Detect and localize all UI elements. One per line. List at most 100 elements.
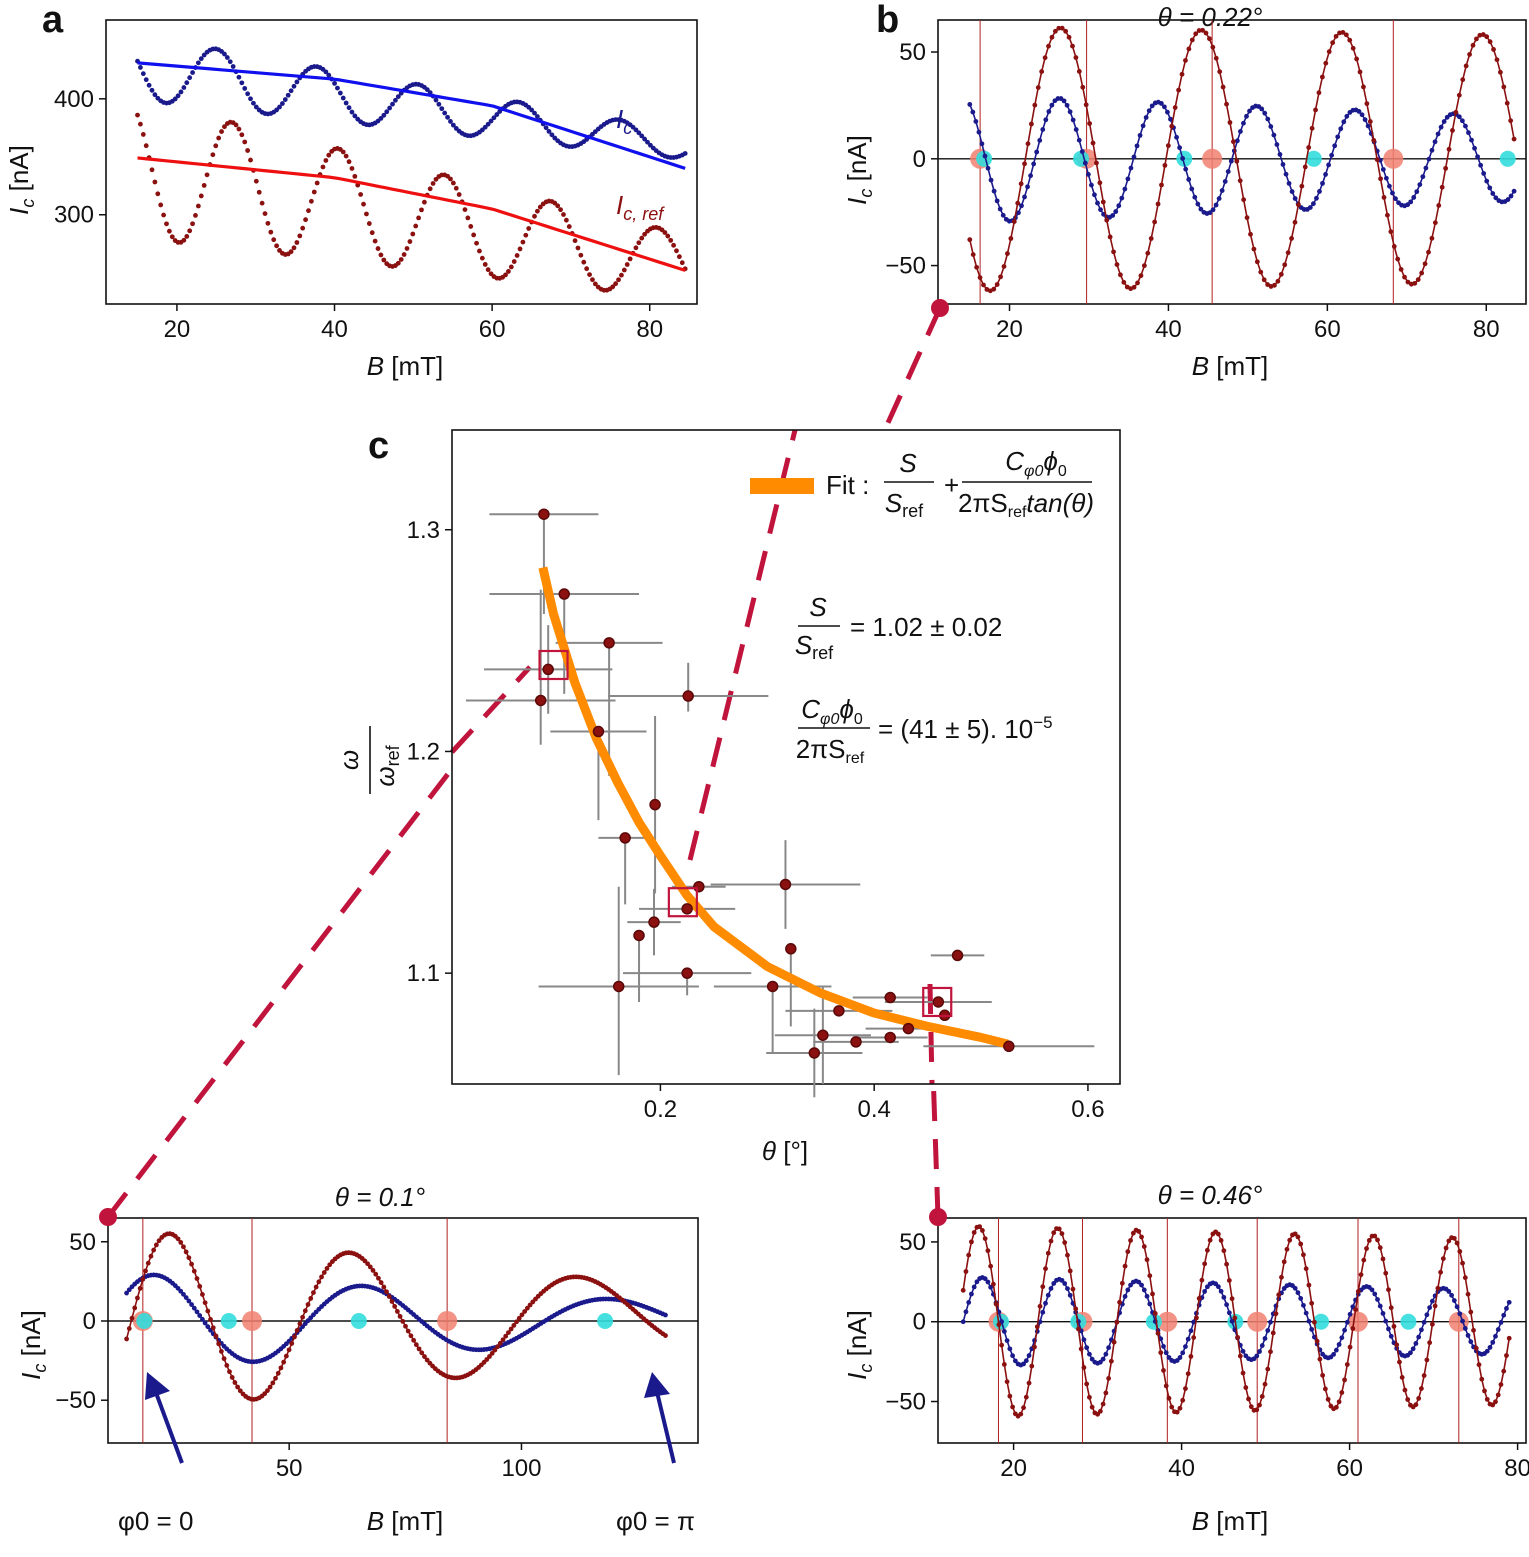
data-point bbox=[1097, 1359, 1103, 1365]
data-point bbox=[1438, 124, 1444, 130]
fit-curve bbox=[538, 566, 1009, 1049]
data-point bbox=[1497, 69, 1503, 75]
data-point bbox=[1390, 190, 1395, 196]
data-point bbox=[158, 202, 164, 208]
data-point bbox=[1035, 85, 1041, 90]
data-point bbox=[1183, 1386, 1188, 1391]
data-point bbox=[1439, 184, 1445, 190]
data-point bbox=[636, 130, 642, 136]
data-point bbox=[998, 274, 1003, 280]
data-point bbox=[1388, 1333, 1394, 1339]
data-point bbox=[1471, 1327, 1476, 1333]
data-point bbox=[184, 233, 190, 239]
data-point bbox=[981, 282, 986, 288]
data-point bbox=[1189, 186, 1195, 192]
data-point bbox=[960, 1319, 966, 1325]
data-point bbox=[1285, 250, 1291, 256]
data-point bbox=[985, 1248, 991, 1254]
data-point bbox=[271, 237, 277, 243]
data-point bbox=[270, 1380, 276, 1386]
data-point bbox=[662, 230, 668, 235]
data-point bbox=[1023, 1358, 1029, 1364]
data-point bbox=[416, 215, 421, 221]
data-point bbox=[682, 151, 688, 156]
result2-value: = (41 ± 5). 10−5 bbox=[878, 713, 1053, 744]
data-point bbox=[213, 143, 219, 149]
data-point bbox=[140, 71, 146, 77]
data-point bbox=[397, 1314, 403, 1319]
data-point bbox=[1508, 118, 1514, 124]
data-point bbox=[1254, 1353, 1260, 1359]
data-point bbox=[679, 260, 685, 266]
data-point bbox=[1298, 1296, 1304, 1301]
data-point bbox=[1066, 34, 1072, 40]
data-point bbox=[430, 181, 436, 186]
data-point bbox=[671, 242, 676, 248]
data-point bbox=[1087, 1394, 1092, 1400]
data-point bbox=[1338, 126, 1344, 132]
data-point bbox=[1347, 1311, 1353, 1317]
data-point bbox=[229, 1374, 235, 1380]
data-point bbox=[1043, 1266, 1048, 1272]
data-point bbox=[1040, 127, 1046, 132]
data-point bbox=[1143, 115, 1149, 120]
data-point bbox=[1465, 1291, 1471, 1297]
data-point bbox=[1501, 1368, 1507, 1374]
data-point bbox=[1383, 175, 1389, 181]
data-point bbox=[648, 916, 660, 928]
data-point bbox=[1484, 178, 1490, 184]
data-point bbox=[1185, 1371, 1191, 1377]
data-point bbox=[352, 173, 358, 179]
data-point bbox=[1059, 1231, 1065, 1237]
data-point bbox=[1084, 1345, 1090, 1351]
data-point bbox=[974, 264, 980, 270]
data-point bbox=[1259, 1343, 1265, 1348]
data-point bbox=[1468, 1339, 1474, 1345]
xtick-label: 60 bbox=[1314, 316, 1341, 343]
data-point bbox=[1258, 269, 1264, 275]
data-point bbox=[1062, 1281, 1068, 1286]
data-point bbox=[1317, 189, 1322, 194]
data-point bbox=[534, 114, 540, 119]
data-point bbox=[1299, 183, 1305, 189]
data-point bbox=[506, 1330, 511, 1335]
data-point bbox=[285, 92, 291, 98]
data-point bbox=[566, 224, 572, 229]
data-point bbox=[187, 75, 193, 81]
data-point bbox=[393, 97, 398, 103]
data-point bbox=[1460, 1318, 1465, 1324]
data-point bbox=[1177, 1405, 1183, 1411]
data-point bbox=[1110, 213, 1116, 218]
data-point bbox=[1121, 279, 1127, 285]
data-point bbox=[1364, 1246, 1369, 1251]
data-point bbox=[181, 85, 187, 90]
data-point bbox=[522, 1309, 528, 1314]
data-point bbox=[1025, 184, 1030, 190]
data-point bbox=[352, 113, 358, 119]
data-point bbox=[633, 245, 639, 251]
data-point bbox=[1429, 1298, 1435, 1304]
data-point bbox=[1188, 1328, 1194, 1334]
data-point bbox=[1226, 1310, 1232, 1316]
data-point bbox=[1229, 1318, 1235, 1324]
data-point bbox=[1076, 1326, 1081, 1332]
data-point bbox=[1301, 1302, 1306, 1308]
data-point bbox=[439, 106, 445, 112]
data-point bbox=[126, 1326, 132, 1331]
panel-e-ylabel: Ic [nA] bbox=[842, 1310, 878, 1380]
data-point bbox=[1237, 1353, 1243, 1359]
data-point bbox=[248, 157, 253, 163]
data-point bbox=[194, 1309, 200, 1315]
data-point bbox=[208, 1317, 213, 1322]
data-point bbox=[1374, 157, 1380, 162]
data-point bbox=[1323, 172, 1328, 177]
data-point bbox=[1117, 1299, 1122, 1305]
data-point bbox=[558, 588, 570, 600]
data-point bbox=[1045, 1250, 1051, 1256]
data-point bbox=[175, 93, 181, 99]
data-point bbox=[1092, 192, 1097, 198]
data-point bbox=[1056, 25, 1062, 31]
data-point bbox=[1302, 164, 1308, 170]
data-point bbox=[224, 1362, 230, 1368]
data-point bbox=[1022, 161, 1027, 167]
